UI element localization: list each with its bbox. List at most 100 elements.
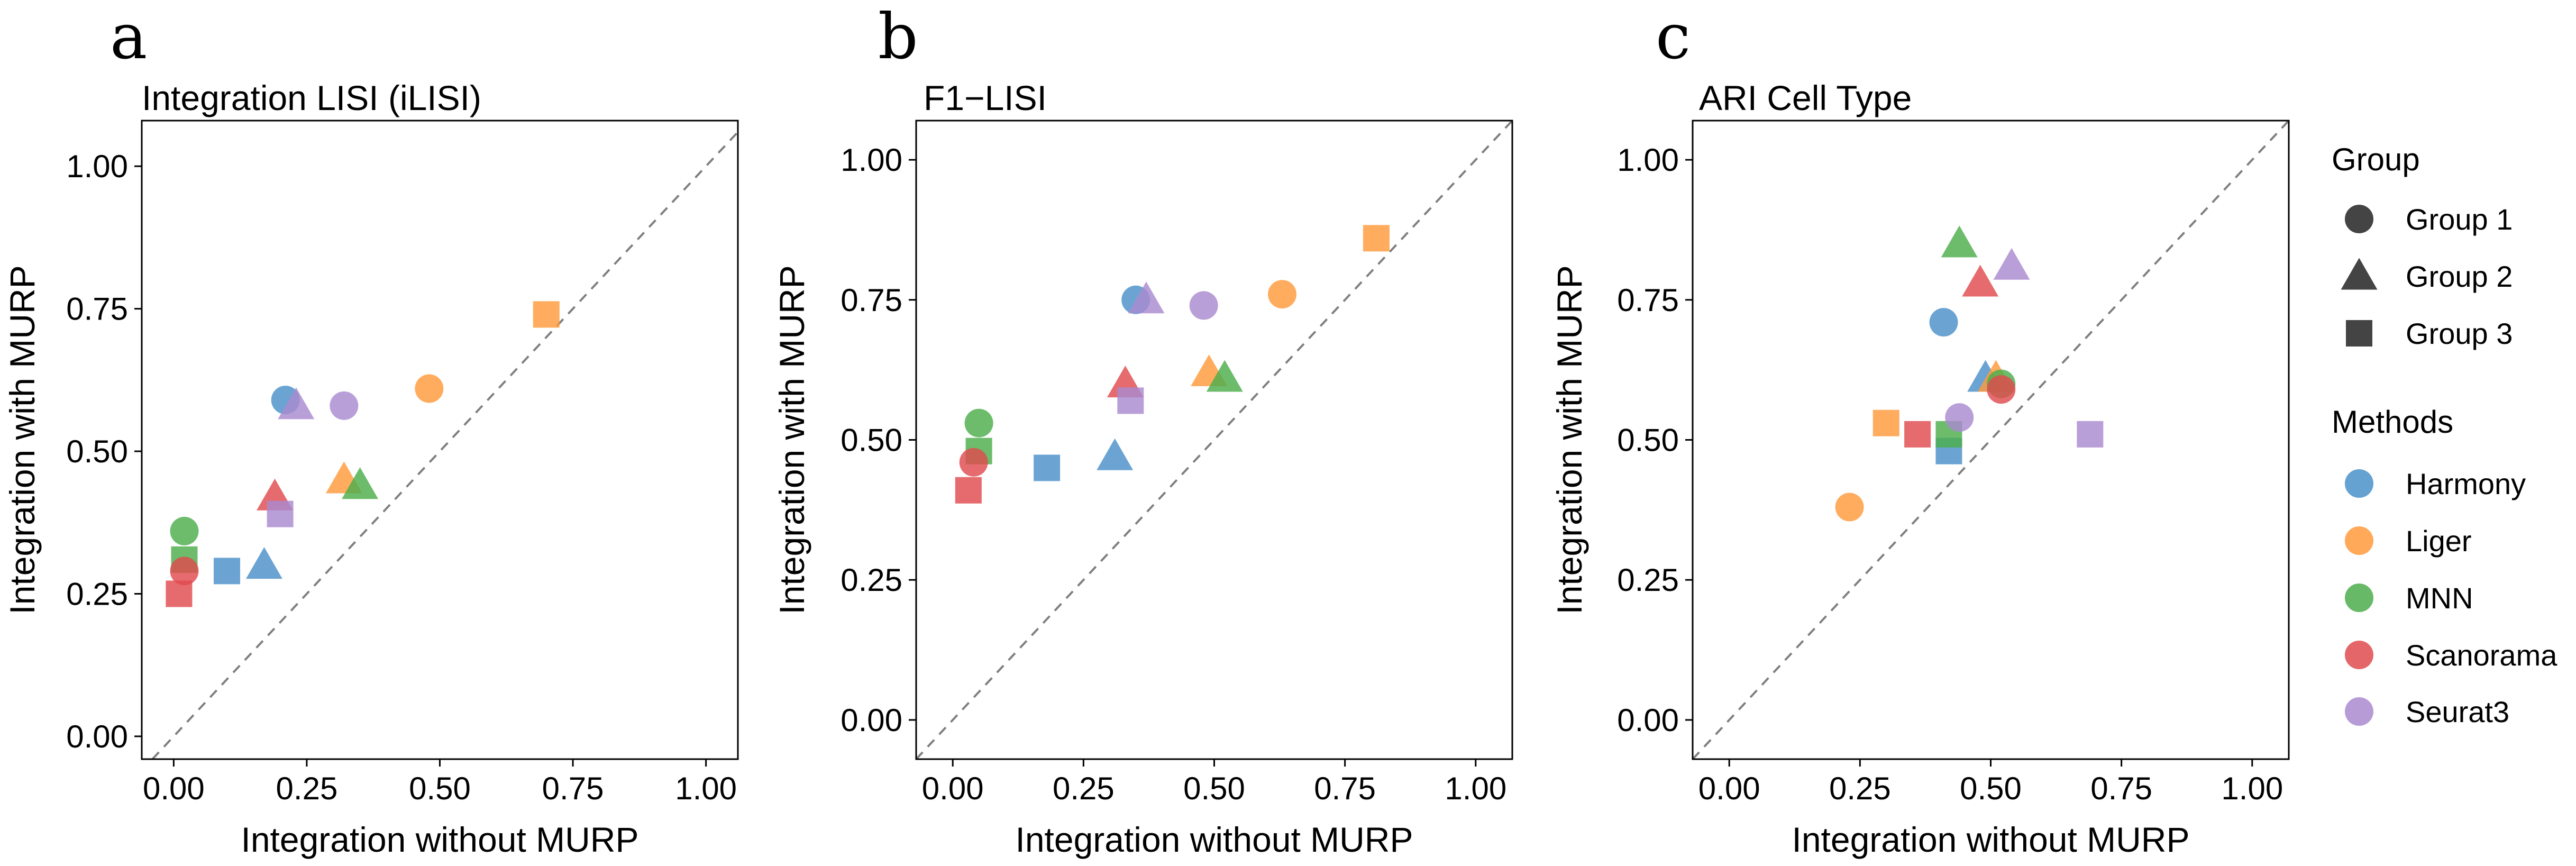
panel-title: ARI Cell Type (1699, 78, 1912, 117)
legend-methods-title: Methods (2332, 404, 2453, 440)
point-mnn-group-2 (1206, 360, 1243, 392)
point-seurat3-group-1 (330, 391, 359, 420)
plot-frame (1692, 120, 2290, 760)
x-tick-label: 0.75 (1314, 771, 1376, 806)
y-tick-label: 0.50 (1617, 423, 1679, 458)
point-harmony-group-2 (1097, 438, 1134, 470)
point-liger-group-3 (533, 301, 560, 328)
point-seurat3-group-2 (1993, 248, 2030, 280)
legend-method-label: Liger (2406, 524, 2472, 558)
legend: Group Group 1 Group 2 Group 3 Methods Harmony… (2332, 142, 2557, 728)
y-tick-label: 0.25 (66, 576, 128, 612)
y-axis-label: Integration with MURP (772, 265, 811, 614)
x-tick-label: 1.00 (1445, 771, 1506, 806)
x-tick-label: 1.00 (675, 771, 737, 806)
x-axis-label: Integration without MURP (1015, 820, 1413, 859)
y-tick-label: 1.00 (66, 149, 128, 184)
legend-group-title: Group (2332, 142, 2420, 177)
point-mnn-group-2 (1941, 225, 1978, 258)
identity-line (916, 121, 1512, 759)
panel-title: F1−LISI (924, 78, 1047, 117)
y-tick-label: 1.00 (1617, 142, 1679, 178)
legend-marker-liger (2345, 526, 2373, 555)
point-harmony-group-1 (1929, 308, 1958, 337)
y-tick-label: 0.00 (841, 703, 902, 738)
x-tick-label: 1.00 (2221, 771, 2283, 806)
x-tick-label: 0.25 (276, 771, 338, 806)
points (955, 225, 1390, 504)
point-seurat3-group-3 (1117, 387, 1144, 414)
panel-letter: c (1656, 0, 1691, 73)
x-tick-label: 0.50 (1183, 771, 1245, 806)
point-scanorama-group-3 (1904, 421, 1931, 448)
legend-method-label: MNN (2406, 581, 2473, 615)
point-liger-group-3 (1872, 409, 1899, 436)
x-tick-label: 0.50 (1960, 771, 2022, 806)
points (1835, 225, 2104, 522)
legend-group-label: Group 1 (2406, 203, 2513, 236)
point-mnn-group-1 (964, 408, 993, 437)
point-seurat3-group-3 (2077, 421, 2104, 448)
legend-marker-triangle (2341, 258, 2378, 290)
point-seurat3-group-3 (267, 500, 294, 527)
point-liger-group-1 (1268, 280, 1297, 309)
plot-frame (915, 120, 1513, 760)
y-tick-label: 0.75 (66, 291, 128, 327)
point-scanorama-group-2 (1962, 265, 1999, 297)
point-scanorama-group-1 (959, 448, 988, 477)
legend-marker-scanorama (2345, 641, 2373, 669)
y-axis-label: Integration with MURP (1550, 265, 1589, 614)
point-harmony-group-2 (245, 547, 282, 579)
y-tick-label: 0.75 (841, 282, 902, 318)
points (166, 301, 560, 607)
y-tick-label: 0.00 (1617, 703, 1679, 738)
legend-marker-seurat3 (2345, 697, 2373, 726)
legend-marker-circle (2345, 205, 2373, 233)
y-tick-label: 0.50 (841, 423, 902, 458)
point-liger-group-3 (1363, 225, 1390, 252)
point-seurat3-group-2 (278, 387, 315, 420)
x-tick-label: 0.00 (1698, 771, 1760, 806)
point-harmony-group-3 (1034, 454, 1061, 481)
x-axis-label: Integration without MURP (1792, 820, 2189, 859)
x-tick-label: 0.25 (1829, 771, 1891, 806)
y-tick-label: 0.50 (66, 434, 128, 469)
legend-method-label: Scanorama (2406, 639, 2557, 672)
identity-line (151, 131, 738, 759)
x-tick-label: 0.75 (542, 771, 604, 806)
point-seurat3-group-1 (1189, 291, 1218, 320)
y-tick-label: 1.00 (841, 142, 902, 178)
y-tick-label: 0.00 (66, 719, 128, 754)
point-liger-group-1 (1835, 493, 1864, 522)
point-mnn-group-2 (342, 467, 379, 499)
legend-method-label: Harmony (2406, 467, 2526, 500)
y-axis-label: Integration with MURP (3, 265, 42, 614)
panel-a: a Integration LISI (iLISI) 0.00 0.25 0.50 0.7… (3, 0, 739, 859)
identity-line (1693, 121, 2289, 759)
y-tick-label: 0.25 (841, 562, 902, 598)
x-tick-label: 0.00 (143, 771, 205, 806)
point-scanorama-group-3 (955, 477, 982, 504)
y-tick-label: 0.25 (1617, 562, 1679, 598)
panel-b: bF1−LISI 0.00 0.25 0.50 0.75 1.00 0.00 0.25 0.50… (772, 0, 1513, 859)
point-seurat3-group-2 (1128, 281, 1165, 314)
panel-letter: b (878, 0, 918, 73)
point-scanorama-group-3 (166, 580, 193, 607)
point-harmony-group-3 (214, 558, 240, 585)
point-mnn-group-1 (170, 516, 199, 545)
y-tick-label: 0.75 (1617, 282, 1679, 318)
panel-letter: a (110, 0, 147, 73)
x-tick-label: 0.25 (1053, 771, 1115, 806)
x-axis-label: Integration without MURP (241, 820, 638, 859)
point-liger-group-1 (415, 374, 444, 403)
legend-group-label: Group 2 (2406, 260, 2513, 293)
legend-marker-mnn (2345, 584, 2373, 612)
point-scanorama-group-1 (170, 557, 199, 586)
point-scanorama-group-1 (1987, 375, 2016, 404)
legend-marker-square (2346, 320, 2372, 347)
x-tick-label: 0.50 (409, 771, 471, 806)
x-tick-label: 0.75 (2090, 771, 2152, 806)
panel-title: Integration LISI (iLISI) (142, 78, 481, 117)
